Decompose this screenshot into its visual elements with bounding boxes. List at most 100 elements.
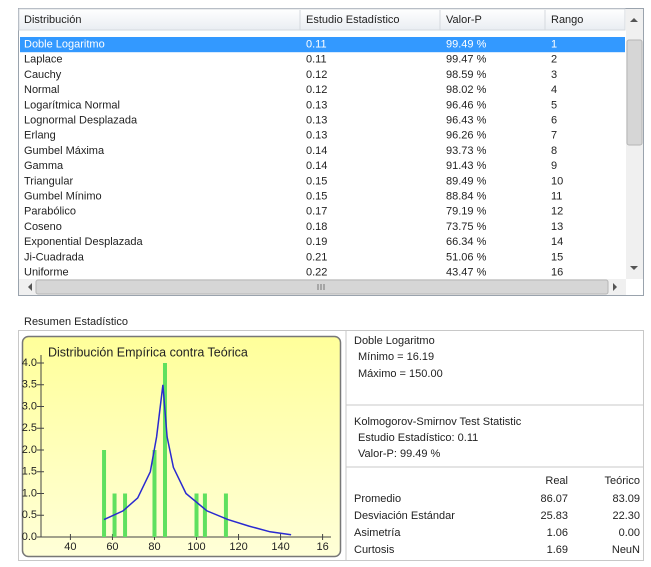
cell: 96.43 % (446, 115, 487, 127)
cell: Uniforme (24, 267, 69, 279)
bar (202, 493, 207, 537)
maximum: Máximo = 150.00 (358, 368, 443, 380)
cell: 3 (551, 69, 557, 81)
cell: 88.84 % (446, 191, 487, 203)
bar (123, 493, 128, 537)
cell: 96.26 % (446, 130, 487, 142)
stats-theoretical: 83.09 (612, 493, 640, 505)
stats-real: 25.83 (540, 510, 568, 522)
cell: Laplace (24, 54, 63, 66)
y-tick-label: 3.5 (22, 379, 37, 391)
column-header: Estudio Estadístico (306, 14, 400, 26)
bar (194, 493, 199, 537)
list-header (18, 8, 626, 31)
chart-title: Distribución Empírica contra Teórica (48, 345, 248, 359)
bar (152, 450, 157, 537)
cell: Normal (24, 84, 59, 96)
cell: 0.15 (306, 175, 327, 187)
cell: 0.21 (306, 251, 327, 263)
x-tick-label: 80 (148, 541, 160, 553)
x-tick-label: 120 (229, 541, 247, 553)
x-tick-label: 100 (187, 541, 205, 553)
cell: 4 (551, 84, 557, 96)
cell: 0.22 (306, 267, 327, 279)
y-tick-label: 3.0 (22, 400, 37, 412)
ks-title: Kolmogorov-Smirnov Test Statistic (354, 416, 522, 428)
selected-row[interactable] (20, 37, 625, 53)
cell: 2 (551, 54, 557, 66)
cell: Exponential Desplazada (24, 236, 144, 248)
cell: Logarítmica Normal (24, 99, 120, 111)
cell: 8 (551, 145, 557, 157)
stats-real: 1.06 (547, 527, 568, 539)
y-tick-label: 2.5 (22, 422, 37, 434)
cell: Gumbel Máxima (24, 145, 105, 157)
y-tick-label: 2.0 (22, 444, 37, 456)
y-tick-label: 0.5 (22, 509, 37, 521)
cell: Triangular (24, 175, 73, 187)
bar (102, 450, 107, 537)
cell: 5 (551, 99, 557, 111)
list-box (18, 8, 644, 296)
cell: 91.43 % (446, 160, 487, 172)
x-tick-label: 16 (316, 541, 328, 553)
h-scroll-thumb[interactable] (35, 279, 609, 295)
cell: 0.17 (306, 206, 327, 218)
cell: 99.47 % (446, 54, 487, 66)
stats-header: Real (545, 475, 568, 487)
cell: 0.13 (306, 130, 327, 142)
stats-real: 1.69 (547, 544, 568, 556)
cell: 0.12 (306, 69, 327, 81)
stats-theoretical: 22.30 (612, 510, 640, 522)
cell: 0.11 (306, 39, 327, 51)
cell: 43.47 % (446, 267, 487, 279)
y-tick-label: 1.5 (22, 466, 37, 478)
cell: 16 (551, 267, 563, 279)
stats-header: Teórico (605, 475, 640, 487)
cell: 0.18 (306, 221, 327, 233)
v-scroll-thumb[interactable] (626, 39, 643, 146)
cell: 15 (551, 251, 563, 263)
cell: Cauchy (24, 69, 62, 81)
y-tick-label: 1.0 (22, 487, 37, 499)
cell: 0.13 (306, 99, 327, 111)
cell: Gumbel Mínimo (24, 191, 102, 203)
cell: 98.02 % (446, 84, 487, 96)
cell: 13 (551, 221, 563, 233)
cell: 79.19 % (446, 206, 487, 218)
cell: 0.14 (306, 145, 327, 157)
cell: Lognormal Desplazada (24, 115, 138, 127)
ks-statistic: Estudio Estadístico: 0.11 (358, 432, 478, 444)
column-header: Valor-P (446, 14, 482, 26)
theoretical-curve (103, 384, 292, 536)
distribution-name: Doble Logaritmo (354, 335, 435, 347)
cell: 73.75 % (446, 221, 487, 233)
x-tick-label: 40 (64, 541, 76, 553)
cell: Doble Logaritmo (24, 39, 105, 51)
column-header: Distribución (24, 14, 81, 26)
cell: 0.11 (306, 54, 327, 66)
bar (162, 363, 167, 537)
cell: 10 (551, 175, 563, 187)
cell: 0.14 (306, 160, 327, 172)
cell: 14 (551, 236, 563, 248)
cell: 7 (551, 130, 557, 142)
cell: 12 (551, 206, 563, 218)
cell: 96.46 % (446, 99, 487, 111)
x-tick-label: 60 (106, 541, 118, 553)
y-tick-label: 0.0 (22, 531, 37, 543)
cell: 9 (551, 160, 557, 172)
cell: 0.15 (306, 191, 327, 203)
stats-real: 86.07 (540, 493, 568, 505)
cell: 66.34 % (446, 236, 487, 248)
stats-label: Asimetría (354, 527, 401, 539)
cell: Gamma (24, 160, 64, 172)
cell: Ji-Cuadrada (24, 251, 85, 263)
cell: Parabólico (24, 206, 76, 218)
y-tick-label: 4.0 (22, 357, 37, 369)
cell: 0.12 (306, 84, 327, 96)
cell: 98.59 % (446, 69, 487, 81)
cell: Coseno (24, 221, 62, 233)
cell: 89.49 % (446, 175, 487, 187)
